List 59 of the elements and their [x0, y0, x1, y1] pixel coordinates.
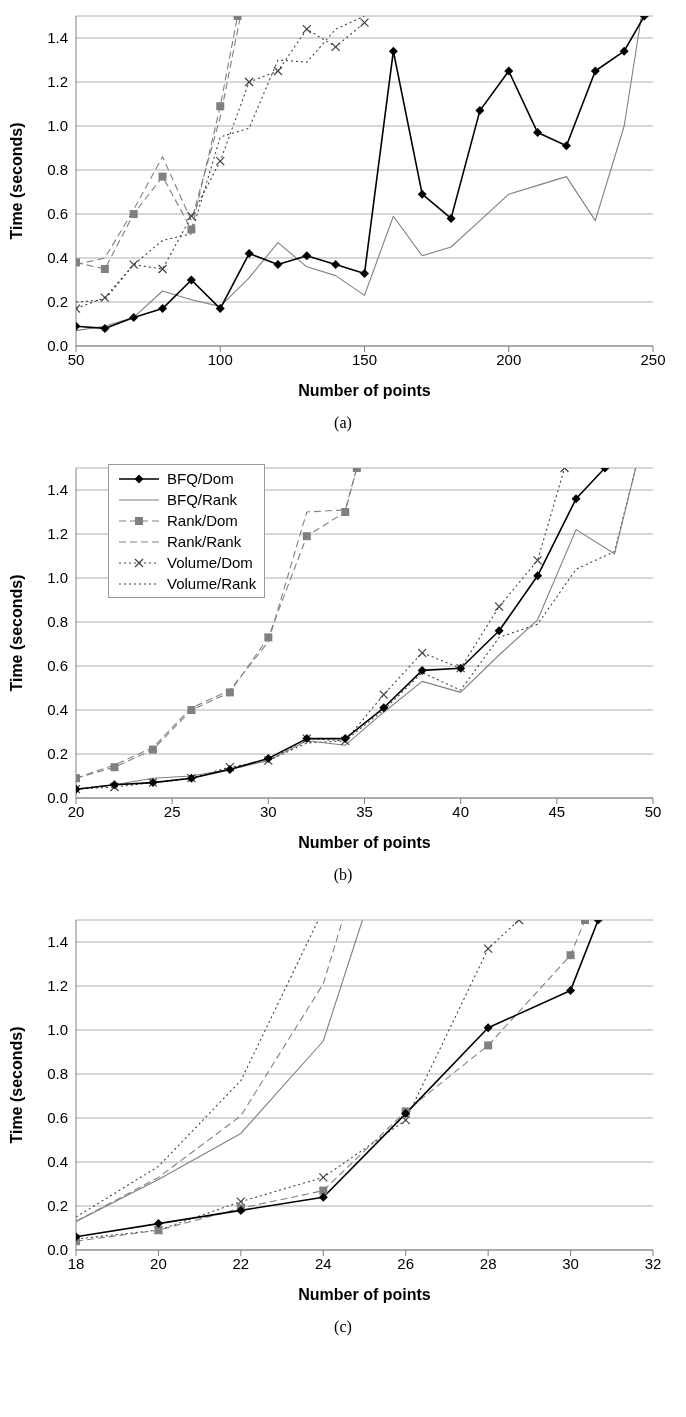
- legend-label: BFQ/Dom: [167, 469, 234, 489]
- x-tick-label: 30: [562, 1254, 579, 1272]
- y-tick-label: 0.6: [47, 1109, 68, 1127]
- x-axis-title: Number of points: [298, 834, 431, 851]
- x-tick-label: 50: [644, 802, 662, 820]
- y-tick-label: 1.2: [47, 73, 68, 91]
- x-tick-label: 40: [452, 802, 470, 820]
- text: (a): [333, 414, 353, 432]
- x-tick-label: 20: [150, 1254, 167, 1272]
- y-tick-label: 1.4: [47, 933, 68, 951]
- x-tick-label: 26: [397, 1254, 415, 1272]
- y-axis-title: Time (seconds): [7, 574, 25, 692]
- x-tick-label: 30: [259, 802, 277, 820]
- y-tick-label: 1.0: [47, 1021, 68, 1039]
- text: (c): [333, 1318, 353, 1336]
- y-tick-label: 0.4: [47, 701, 68, 719]
- y-tick-label: 0.0: [47, 1241, 68, 1259]
- x-tick-label: 50: [67, 350, 85, 368]
- y-tick-label: 0.2: [47, 293, 68, 311]
- x-tick-label: 20: [67, 802, 85, 820]
- x-axis-title: Number of points: [298, 382, 431, 399]
- x-axis-title: Number of points: [298, 1286, 431, 1303]
- x-tick-label: 100: [207, 350, 233, 368]
- y-tick-label: 1.0: [47, 117, 68, 135]
- y-tick-label: 0.6: [47, 657, 68, 675]
- x-tick-label: 24: [314, 1254, 332, 1272]
- y-axis-title: Time (seconds): [7, 1026, 25, 1144]
- y-tick-label: 1.2: [47, 977, 68, 995]
- y-tick-label: 0.4: [47, 249, 68, 267]
- y-tick-label: 0.4: [47, 1153, 68, 1171]
- y-tick-label: 0.2: [47, 1197, 68, 1215]
- x-tick-label: 28: [479, 1254, 497, 1272]
- y-tick-label: 0.0: [47, 337, 68, 355]
- y-tick-label: 0.2: [47, 745, 68, 763]
- x-tick-label: 45: [548, 802, 566, 820]
- x-tick-label: 35: [356, 802, 373, 820]
- text: (b): [332, 866, 354, 884]
- y-tick-label: 1.2: [47, 525, 68, 543]
- x-tick-label: 18: [67, 1254, 85, 1272]
- y-tick-label: 0.8: [47, 1065, 68, 1083]
- x-tick-label: 200: [496, 350, 522, 368]
- y-tick-label: 1.4: [47, 481, 68, 499]
- y-tick-label: 0.8: [47, 161, 68, 179]
- y-tick-label: 0.8: [47, 613, 68, 631]
- legend-label: Volume/Dom: [167, 553, 253, 573]
- y-axis-title: Time (seconds): [7, 122, 25, 240]
- x-tick-label: 150: [351, 350, 378, 368]
- legend-label: BFQ/Rank: [167, 490, 238, 510]
- legend-label: Volume/Rank: [167, 574, 257, 594]
- y-tick-label: 1.4: [47, 29, 68, 47]
- x-tick-label: 22: [232, 1254, 250, 1272]
- y-tick-label: 0.6: [47, 205, 68, 223]
- y-tick-label: 1.0: [47, 569, 68, 587]
- x-tick-label: 25: [163, 802, 181, 820]
- y-tick-label: 0.0: [47, 789, 68, 807]
- x-tick-label: 250: [640, 350, 666, 368]
- legend-label: Rank/Dom: [167, 511, 238, 531]
- x-tick-label: 32: [644, 1254, 662, 1272]
- legend-label: Rank/Rank: [167, 532, 242, 552]
